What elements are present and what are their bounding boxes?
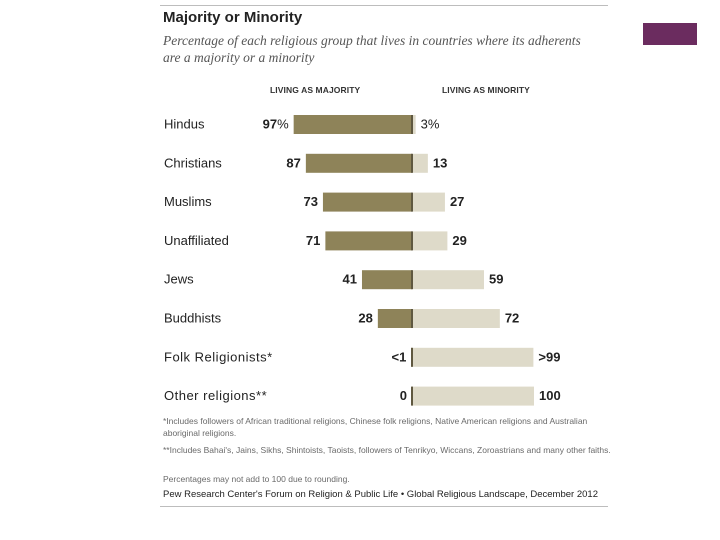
category-label-other-religions: Other religions**: [164, 388, 267, 403]
minority-value-muslims: 27: [450, 194, 464, 209]
category-label-buddhists: Buddhists: [164, 311, 222, 326]
category-label-christians: Christians: [164, 155, 222, 170]
divider-tick-muslims: [411, 192, 413, 212]
footnote-other: **Includes Bahai's, Jains, Sikhs, Shinto…: [163, 445, 611, 455]
category-label-jews: Jews: [164, 272, 194, 287]
majority-value-buddhists: 28: [358, 311, 372, 326]
category-label-muslims: Muslims: [164, 194, 212, 209]
majority-bar-unaffiliated: [325, 231, 412, 251]
category-label-hindus: Hindus: [164, 117, 205, 132]
footnote-folk: *Includes followers of African tradition…: [163, 416, 588, 438]
minority-bar-unaffiliated: [412, 231, 448, 251]
majority-value-christians: 87: [286, 155, 300, 170]
minority-column-header: LIVING AS MINORITY: [442, 85, 530, 95]
chart-title: Majority or Minority: [163, 9, 303, 26]
minority-bar-other-religions: [412, 386, 534, 406]
majority-value-unaffiliated: 71: [306, 233, 320, 248]
minority-bar-buddhists: [412, 309, 500, 328]
top-rule: [160, 5, 608, 6]
minority-value-folk-religionists: >99: [538, 349, 560, 364]
majority-value-muslims: 73: [303, 194, 317, 209]
majority-bar-muslims: [322, 192, 412, 212]
chart-subtitle: Percentage of each religious group that …: [163, 33, 581, 65]
divider-tick-hindus: [411, 115, 413, 134]
minority-bar-muslims: [412, 192, 445, 212]
divider-tick-other-religions: [411, 386, 413, 406]
majority-bar-buddhists: [377, 309, 412, 328]
divider-tick-buddhists: [411, 309, 413, 328]
source-line: Pew Research Center's Forum on Religion …: [163, 489, 598, 500]
majority-bar-hindus: [293, 115, 412, 134]
footnote-rounding: Percentages may not add to 100 due to ro…: [163, 474, 350, 484]
divider-tick-folk-religionists: [411, 347, 413, 367]
majority-value-folk-religionists: <1: [392, 349, 407, 364]
divider-tick-unaffiliated: [411, 231, 413, 251]
minority-value-unaffiliated: 29: [452, 233, 466, 248]
divider-tick-christians: [411, 153, 413, 173]
majority-bar-jews: [361, 270, 412, 290]
majority-value-hindus: 97%: [263, 117, 289, 132]
category-label-folk-religionists: Folk Religionists*: [164, 349, 273, 364]
minority-value-other-religions: 100: [539, 388, 561, 403]
minority-value-christians: 13: [433, 155, 447, 170]
majority-bar-christians: [305, 153, 412, 173]
bottom-rule: [160, 506, 608, 507]
divider-tick-jews: [411, 270, 413, 290]
minority-value-jews: 59: [489, 272, 503, 287]
minority-bar-christians: [412, 153, 428, 173]
accent-block: [643, 23, 697, 45]
minority-bar-folk-religionists: [412, 347, 534, 367]
minority-value-hindus: 3%: [421, 117, 440, 132]
majority-value-other-religions: 0: [400, 388, 407, 403]
minority-value-buddhists: 72: [505, 311, 519, 326]
category-label-unaffiliated: Unaffiliated: [164, 233, 229, 248]
majority-column-header: LIVING AS MAJORITY: [270, 85, 361, 95]
minority-bar-jews: [412, 270, 484, 290]
minority-bar-hindus: [412, 115, 416, 134]
majority-value-jews: 41: [343, 272, 357, 287]
